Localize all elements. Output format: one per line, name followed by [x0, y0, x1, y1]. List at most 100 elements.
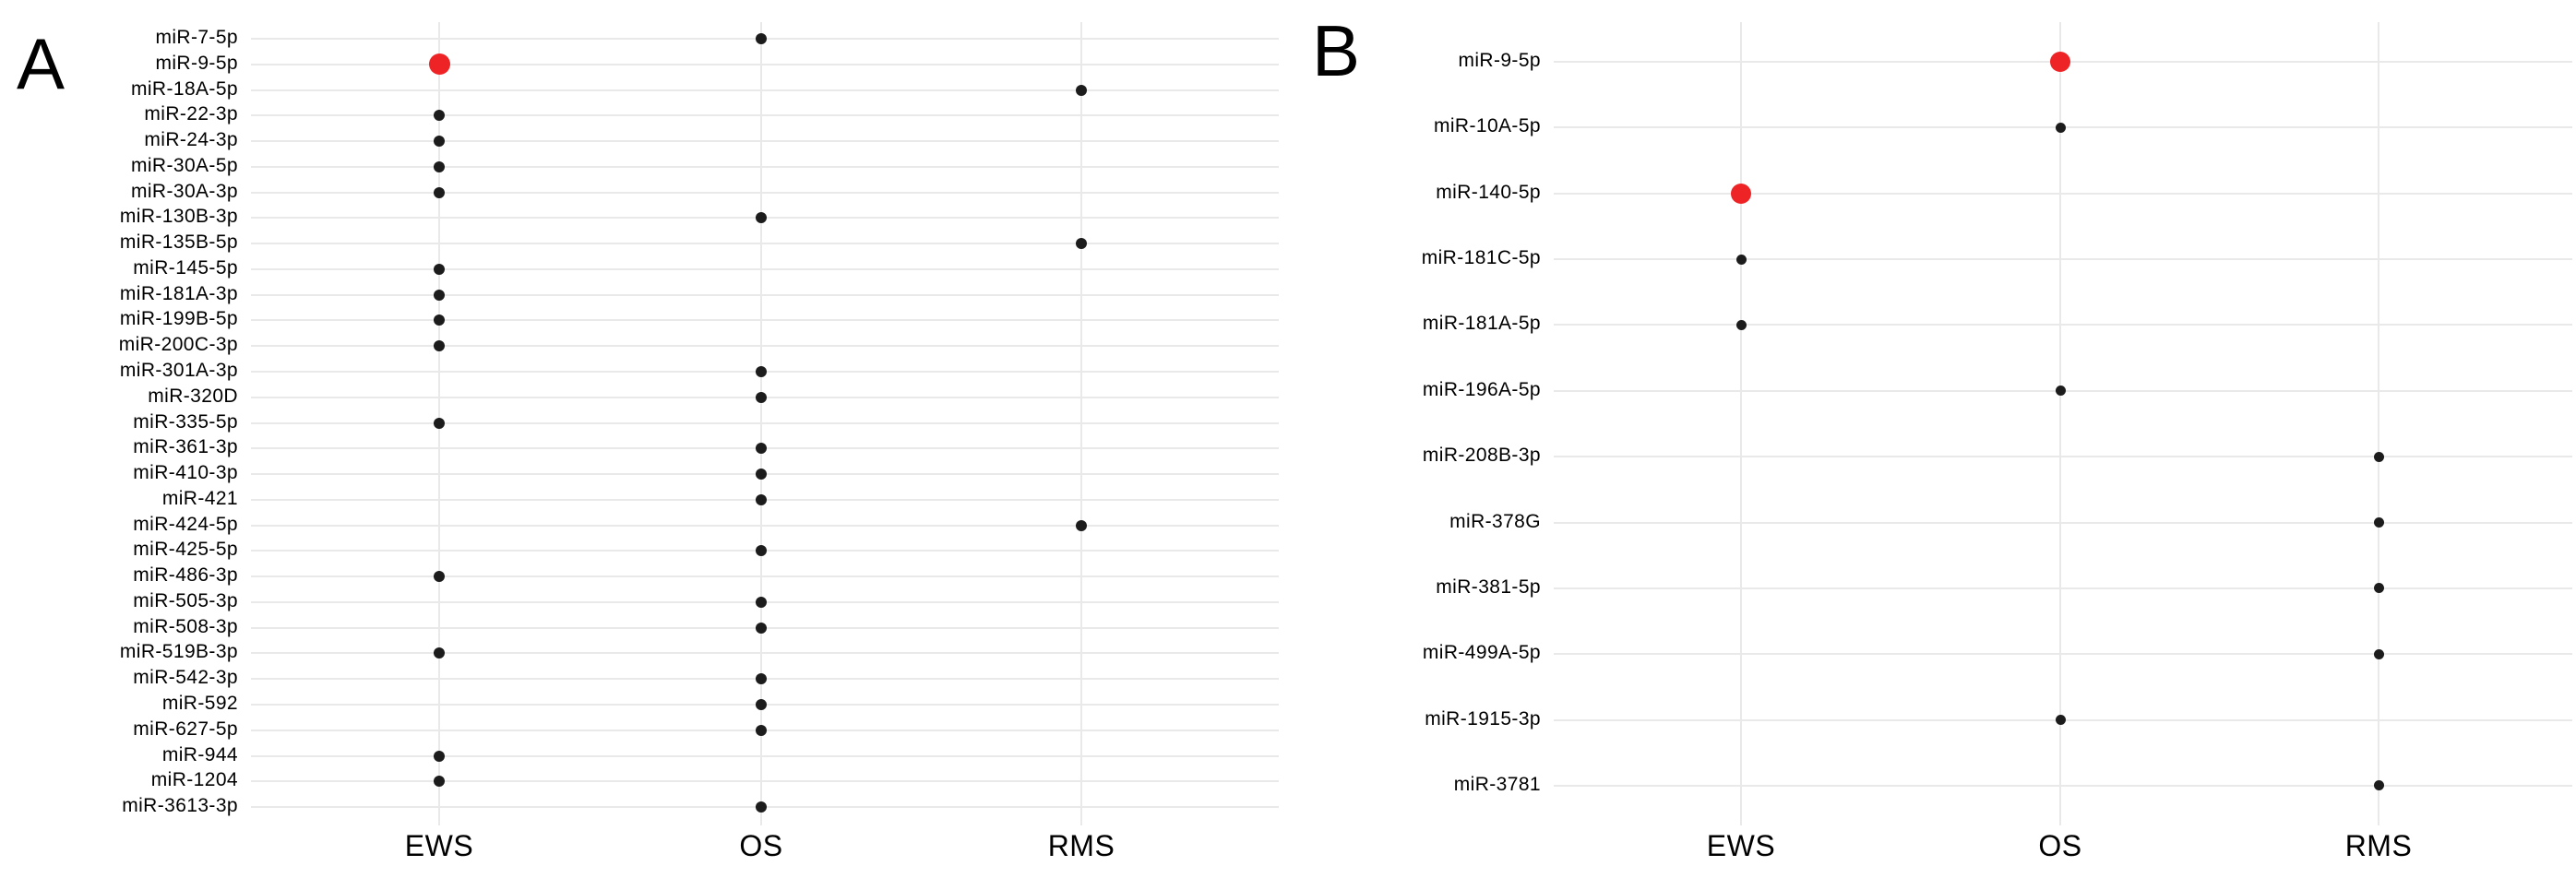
y-axis-label: miR-7-5p	[155, 27, 238, 49]
y-axis-label: miR-24-3p	[144, 129, 238, 151]
y-axis-label: miR-542-3p	[133, 667, 238, 689]
y-axis-label: miR-335-5p	[133, 410, 238, 433]
y-axis-label: miR-3781	[1453, 773, 1541, 795]
v-gridline	[1080, 22, 1082, 825]
data-point	[2055, 386, 2066, 397]
data-point	[756, 469, 767, 481]
x-axis-label: RMS	[2344, 829, 2413, 862]
v-gridline	[760, 22, 762, 825]
y-axis-label: miR-140-5p	[1436, 181, 1541, 203]
data-point	[1076, 84, 1087, 96]
data-point	[756, 622, 767, 634]
data-point	[756, 366, 767, 377]
y-axis-label: miR-381-5p	[1436, 575, 1541, 598]
data-point	[2373, 648, 2384, 659]
data-point	[434, 417, 445, 429]
y-axis-label: miR-508-3p	[133, 615, 238, 637]
data-point	[434, 263, 445, 275]
y-axis-label: miR-499A-5p	[1422, 642, 1541, 664]
data-point	[2055, 715, 2066, 726]
data-point	[434, 186, 445, 198]
y-axis-label: miR-22-3p	[144, 103, 238, 125]
data-point	[756, 545, 767, 557]
y-axis-label: miR-486-3p	[133, 564, 238, 587]
y-axis-label: miR-1204	[150, 769, 238, 791]
h-gridline	[251, 754, 1279, 757]
h-gridline	[251, 63, 1279, 65]
data-point	[1076, 238, 1087, 250]
data-point	[434, 160, 445, 172]
v-gridline	[2378, 22, 2379, 825]
y-axis-label: miR-145-5p	[133, 256, 238, 279]
h-gridline	[251, 293, 1279, 296]
data-point	[2373, 583, 2384, 594]
y-axis-label: miR-200C-3p	[118, 334, 238, 356]
y-axis-label: miR-181A-3p	[119, 282, 238, 304]
data-point	[2055, 122, 2066, 133]
data-point	[2373, 451, 2384, 462]
panel-a-label: A	[17, 23, 66, 104]
data-point	[756, 673, 767, 685]
h-gridline	[251, 89, 1279, 91]
data-point	[434, 750, 445, 762]
y-axis-label: miR-378G	[1449, 510, 1541, 532]
y-axis-label: miR-30A-5p	[130, 154, 238, 176]
data-point	[756, 596, 767, 608]
data-point	[434, 340, 445, 352]
h-gridline	[251, 421, 1279, 424]
data-point	[434, 110, 445, 122]
y-axis-label: miR-135B-5p	[119, 231, 238, 254]
data-point	[434, 136, 445, 148]
y-axis-label: miR-10A-5p	[1433, 115, 1541, 137]
y-axis-label: miR-627-5p	[133, 718, 238, 740]
y-axis-label: miR-301A-3p	[119, 360, 238, 382]
h-gridline	[1554, 653, 2572, 656]
h-gridline	[251, 319, 1279, 322]
x-axis-label: OS	[739, 829, 783, 862]
y-axis-label: miR-592	[161, 693, 238, 715]
x-axis-label: RMS	[1047, 829, 1115, 862]
h-gridline	[251, 345, 1279, 348]
y-axis-label: miR-410-3p	[133, 462, 238, 484]
y-axis-label: miR-944	[161, 743, 238, 765]
v-gridline	[1740, 22, 1742, 825]
h-gridline	[251, 524, 1279, 527]
y-axis-label: miR-196A-5p	[1422, 378, 1541, 400]
data-point	[756, 391, 767, 403]
y-axis-label: miR-181C-5p	[1421, 247, 1541, 269]
data-point	[2373, 517, 2384, 528]
y-axis-label: miR-199B-5p	[119, 308, 238, 330]
y-axis-label: miR-181A-5p	[1422, 313, 1541, 335]
x-axis-label: EWS	[404, 829, 474, 862]
y-axis-label: miR-130B-3p	[119, 206, 238, 228]
y-axis-label: miR-9-5p	[155, 52, 238, 74]
panel-b-label: B	[1312, 10, 1361, 91]
y-axis-label: miR-208B-3p	[1422, 445, 1541, 467]
h-gridline	[251, 575, 1279, 578]
y-axis-label: miR-9-5p	[1458, 50, 1541, 72]
data-point	[434, 647, 445, 659]
h-gridline	[251, 780, 1279, 783]
h-gridline	[1554, 258, 2572, 261]
x-axis-label: OS	[2038, 829, 2082, 862]
y-axis-label: miR-1915-3p	[1425, 707, 1541, 730]
data-point	[1076, 519, 1087, 531]
h-gridline	[1554, 521, 2572, 524]
data-point	[434, 314, 445, 326]
h-gridline	[1554, 784, 2572, 787]
y-axis-label: miR-519B-3p	[119, 641, 238, 663]
h-gridline	[251, 267, 1279, 270]
data-point	[756, 443, 767, 455]
data-point	[756, 493, 767, 505]
x-axis-label: EWS	[1706, 829, 1776, 862]
h-gridline	[251, 243, 1279, 245]
highlighted-data-point	[1731, 183, 1751, 204]
data-point	[434, 289, 445, 301]
data-point	[756, 33, 767, 44]
y-axis-label: miR-424-5p	[133, 513, 238, 535]
data-point	[756, 699, 767, 711]
data-point	[2373, 780, 2384, 791]
y-axis-label: miR-425-5p	[133, 539, 238, 561]
y-axis-label: miR-361-3p	[133, 436, 238, 458]
